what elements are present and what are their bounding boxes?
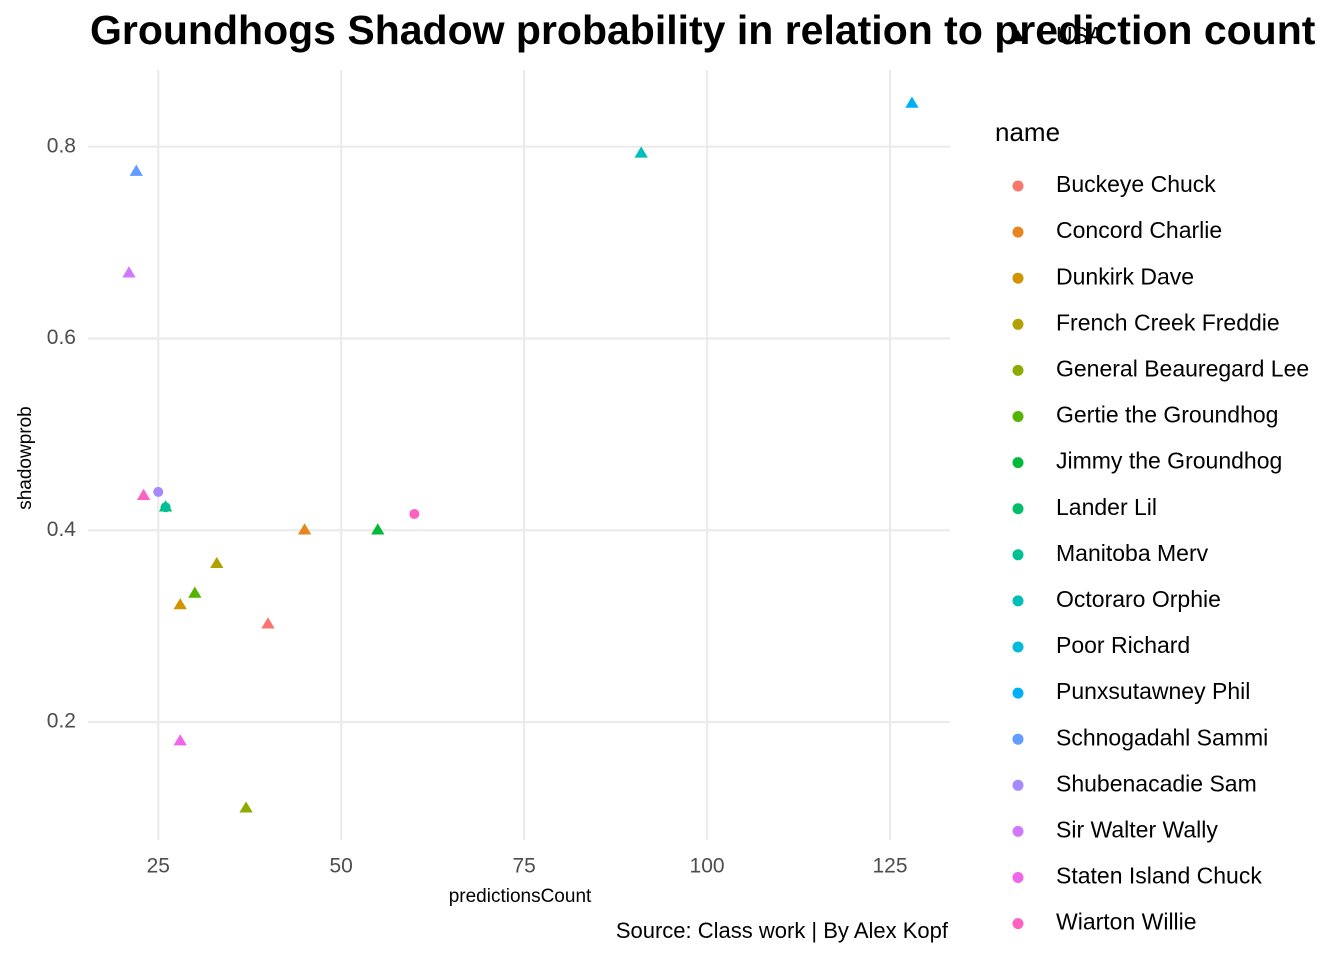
x-axis-label: predictionsCount <box>449 886 592 907</box>
legend-label: Concord Charlie <box>1056 217 1222 243</box>
legend-label: Shubenacadie Sam <box>1056 770 1257 796</box>
legend-key <box>1012 825 1024 837</box>
legend-label: Gertie the Groundhog <box>1056 402 1278 428</box>
point <box>173 734 187 746</box>
point <box>122 266 136 278</box>
legend-key <box>1012 918 1024 930</box>
legend-key <box>1012 549 1024 561</box>
legend-key <box>1012 318 1024 330</box>
shape-legend-key <box>1011 30 1025 42</box>
point <box>905 96 919 108</box>
legend-key <box>1012 641 1024 653</box>
point <box>160 502 171 513</box>
point <box>239 801 253 813</box>
legend-key <box>1012 503 1024 515</box>
caption: Source: Class work | By Alex Kopf <box>616 918 949 943</box>
legend-label: Staten Island Chuck <box>1056 863 1262 889</box>
legend-key <box>1012 687 1024 699</box>
y-tick-label: 0.4 <box>47 518 77 541</box>
legend-title: name <box>995 117 1060 147</box>
point <box>136 488 151 500</box>
legend-label: French Creek Freddie <box>1056 309 1280 335</box>
legend-label: Punxsutawney Phil <box>1056 678 1250 704</box>
x-tick-label: 125 <box>872 855 907 878</box>
point <box>173 598 187 610</box>
shape-legend-label: USA <box>1056 22 1104 48</box>
point <box>634 146 648 158</box>
y-axis-label: shadowprob <box>15 406 36 510</box>
x-tick-label: 50 <box>330 855 353 878</box>
legend-key <box>1012 595 1024 607</box>
legend-label: Buckeye Chuck <box>1056 171 1216 197</box>
legend-key <box>1012 872 1024 883</box>
point <box>297 523 312 535</box>
legend-key <box>1012 364 1024 376</box>
legend-key <box>1012 180 1024 192</box>
legend-label: General Beauregard Lee <box>1056 355 1309 381</box>
marks <box>122 96 919 813</box>
legend-label: Manitoba Merv <box>1056 540 1209 566</box>
legend-label: Jimmy the Groundhog <box>1056 448 1282 474</box>
legend-label: Octoraro Orphie <box>1056 586 1221 612</box>
point <box>409 508 420 519</box>
legend-label: Poor Richard <box>1056 632 1190 658</box>
grid <box>88 70 950 840</box>
point <box>371 523 385 535</box>
point <box>261 617 275 629</box>
point <box>210 556 224 569</box>
legend-label: Sir Walter Wally <box>1056 816 1218 842</box>
point <box>188 586 202 598</box>
y-tick-label: 0.2 <box>47 710 76 733</box>
legend-label: Dunkirk Dave <box>1056 263 1194 289</box>
x-tick-label: 100 <box>690 855 725 878</box>
legend-key <box>1012 272 1024 284</box>
legend-key <box>1012 457 1024 469</box>
legend-key <box>1012 733 1024 745</box>
legend-label: Schnogadahl Sammi <box>1056 724 1268 750</box>
y-tick-label: 0.8 <box>47 134 76 157</box>
y-tick-label: 0.6 <box>47 326 76 349</box>
point <box>153 486 164 497</box>
point <box>129 164 143 176</box>
chart-title: Groundhogs Shadow probability in relatio… <box>90 7 1316 53</box>
x-tick-label: 75 <box>512 855 535 878</box>
legend-label: Wiarton Willie <box>1056 909 1197 935</box>
legend-label: Lander Lil <box>1056 494 1157 520</box>
legend-key <box>1012 411 1024 422</box>
legend-key <box>1012 226 1024 238</box>
legend-key <box>1012 779 1024 791</box>
x-tick-label: 25 <box>147 855 170 878</box>
